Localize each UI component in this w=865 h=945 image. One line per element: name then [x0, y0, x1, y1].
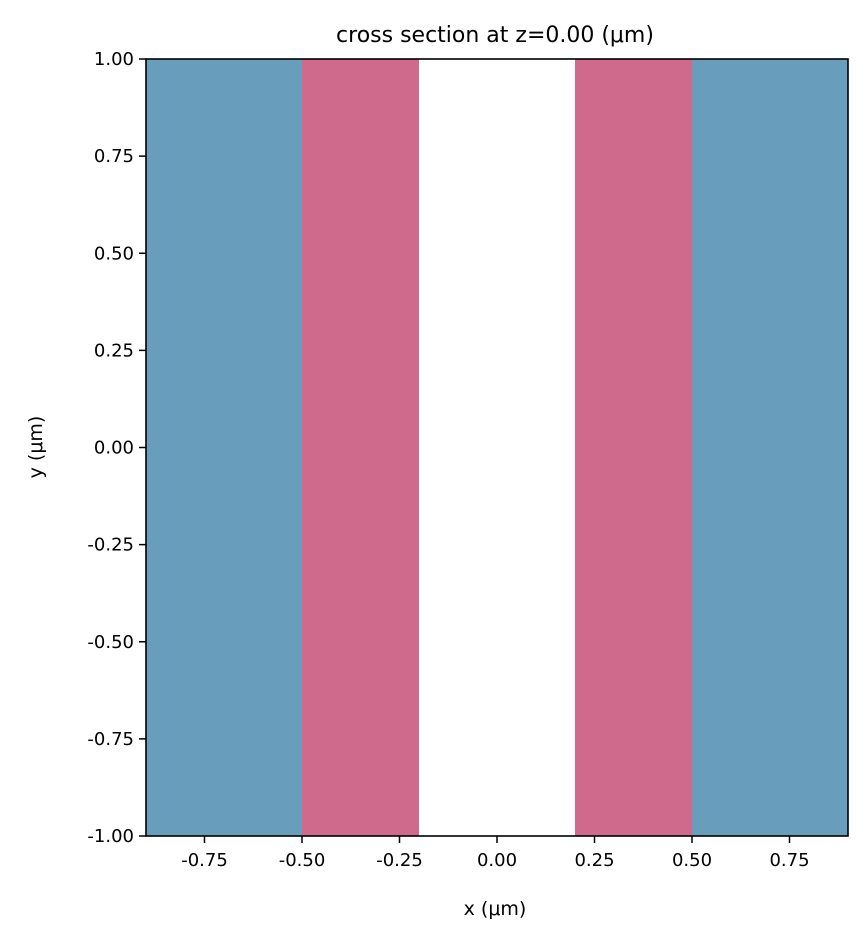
- chart-title: cross section at z=0.00 (μm): [336, 23, 654, 48]
- y-tick-label: 0.00: [94, 438, 134, 459]
- material-region-4: [692, 59, 848, 836]
- x-tick-label: -0.50: [279, 850, 326, 871]
- material-regions: [146, 59, 848, 836]
- y-tick-label: -1.00: [87, 826, 134, 847]
- x-tick-label: 0.50: [672, 850, 712, 871]
- material-region-0: [146, 59, 302, 836]
- x-tick-label: 0.00: [477, 850, 517, 871]
- material-region-1: [302, 59, 419, 836]
- y-tick-label: -0.25: [87, 535, 134, 556]
- y-tick-label: 1.00: [94, 49, 134, 70]
- y-tick-label: 0.50: [94, 243, 134, 264]
- y-tick-label: 0.75: [94, 146, 134, 167]
- x-axis-label: x (μm): [464, 898, 527, 920]
- x-tick-label: -0.75: [181, 850, 228, 871]
- material-region-2: [419, 59, 575, 836]
- x-tick-label: 0.75: [769, 850, 809, 871]
- x-tick-label: -0.25: [376, 850, 423, 871]
- x-tick-label: 0.25: [574, 850, 614, 871]
- y-tick-label: 0.25: [94, 340, 134, 361]
- y-axis-label: y (μm): [25, 416, 47, 479]
- material-region-3: [575, 59, 692, 836]
- axes: -0.75 -0.50 -0.25 0.00 0.25 0.50 0.75 1.00 0.75 0…: [87, 49, 849, 871]
- y-tick-label: -0.50: [87, 632, 134, 653]
- y-tick-label: -0.75: [87, 729, 134, 750]
